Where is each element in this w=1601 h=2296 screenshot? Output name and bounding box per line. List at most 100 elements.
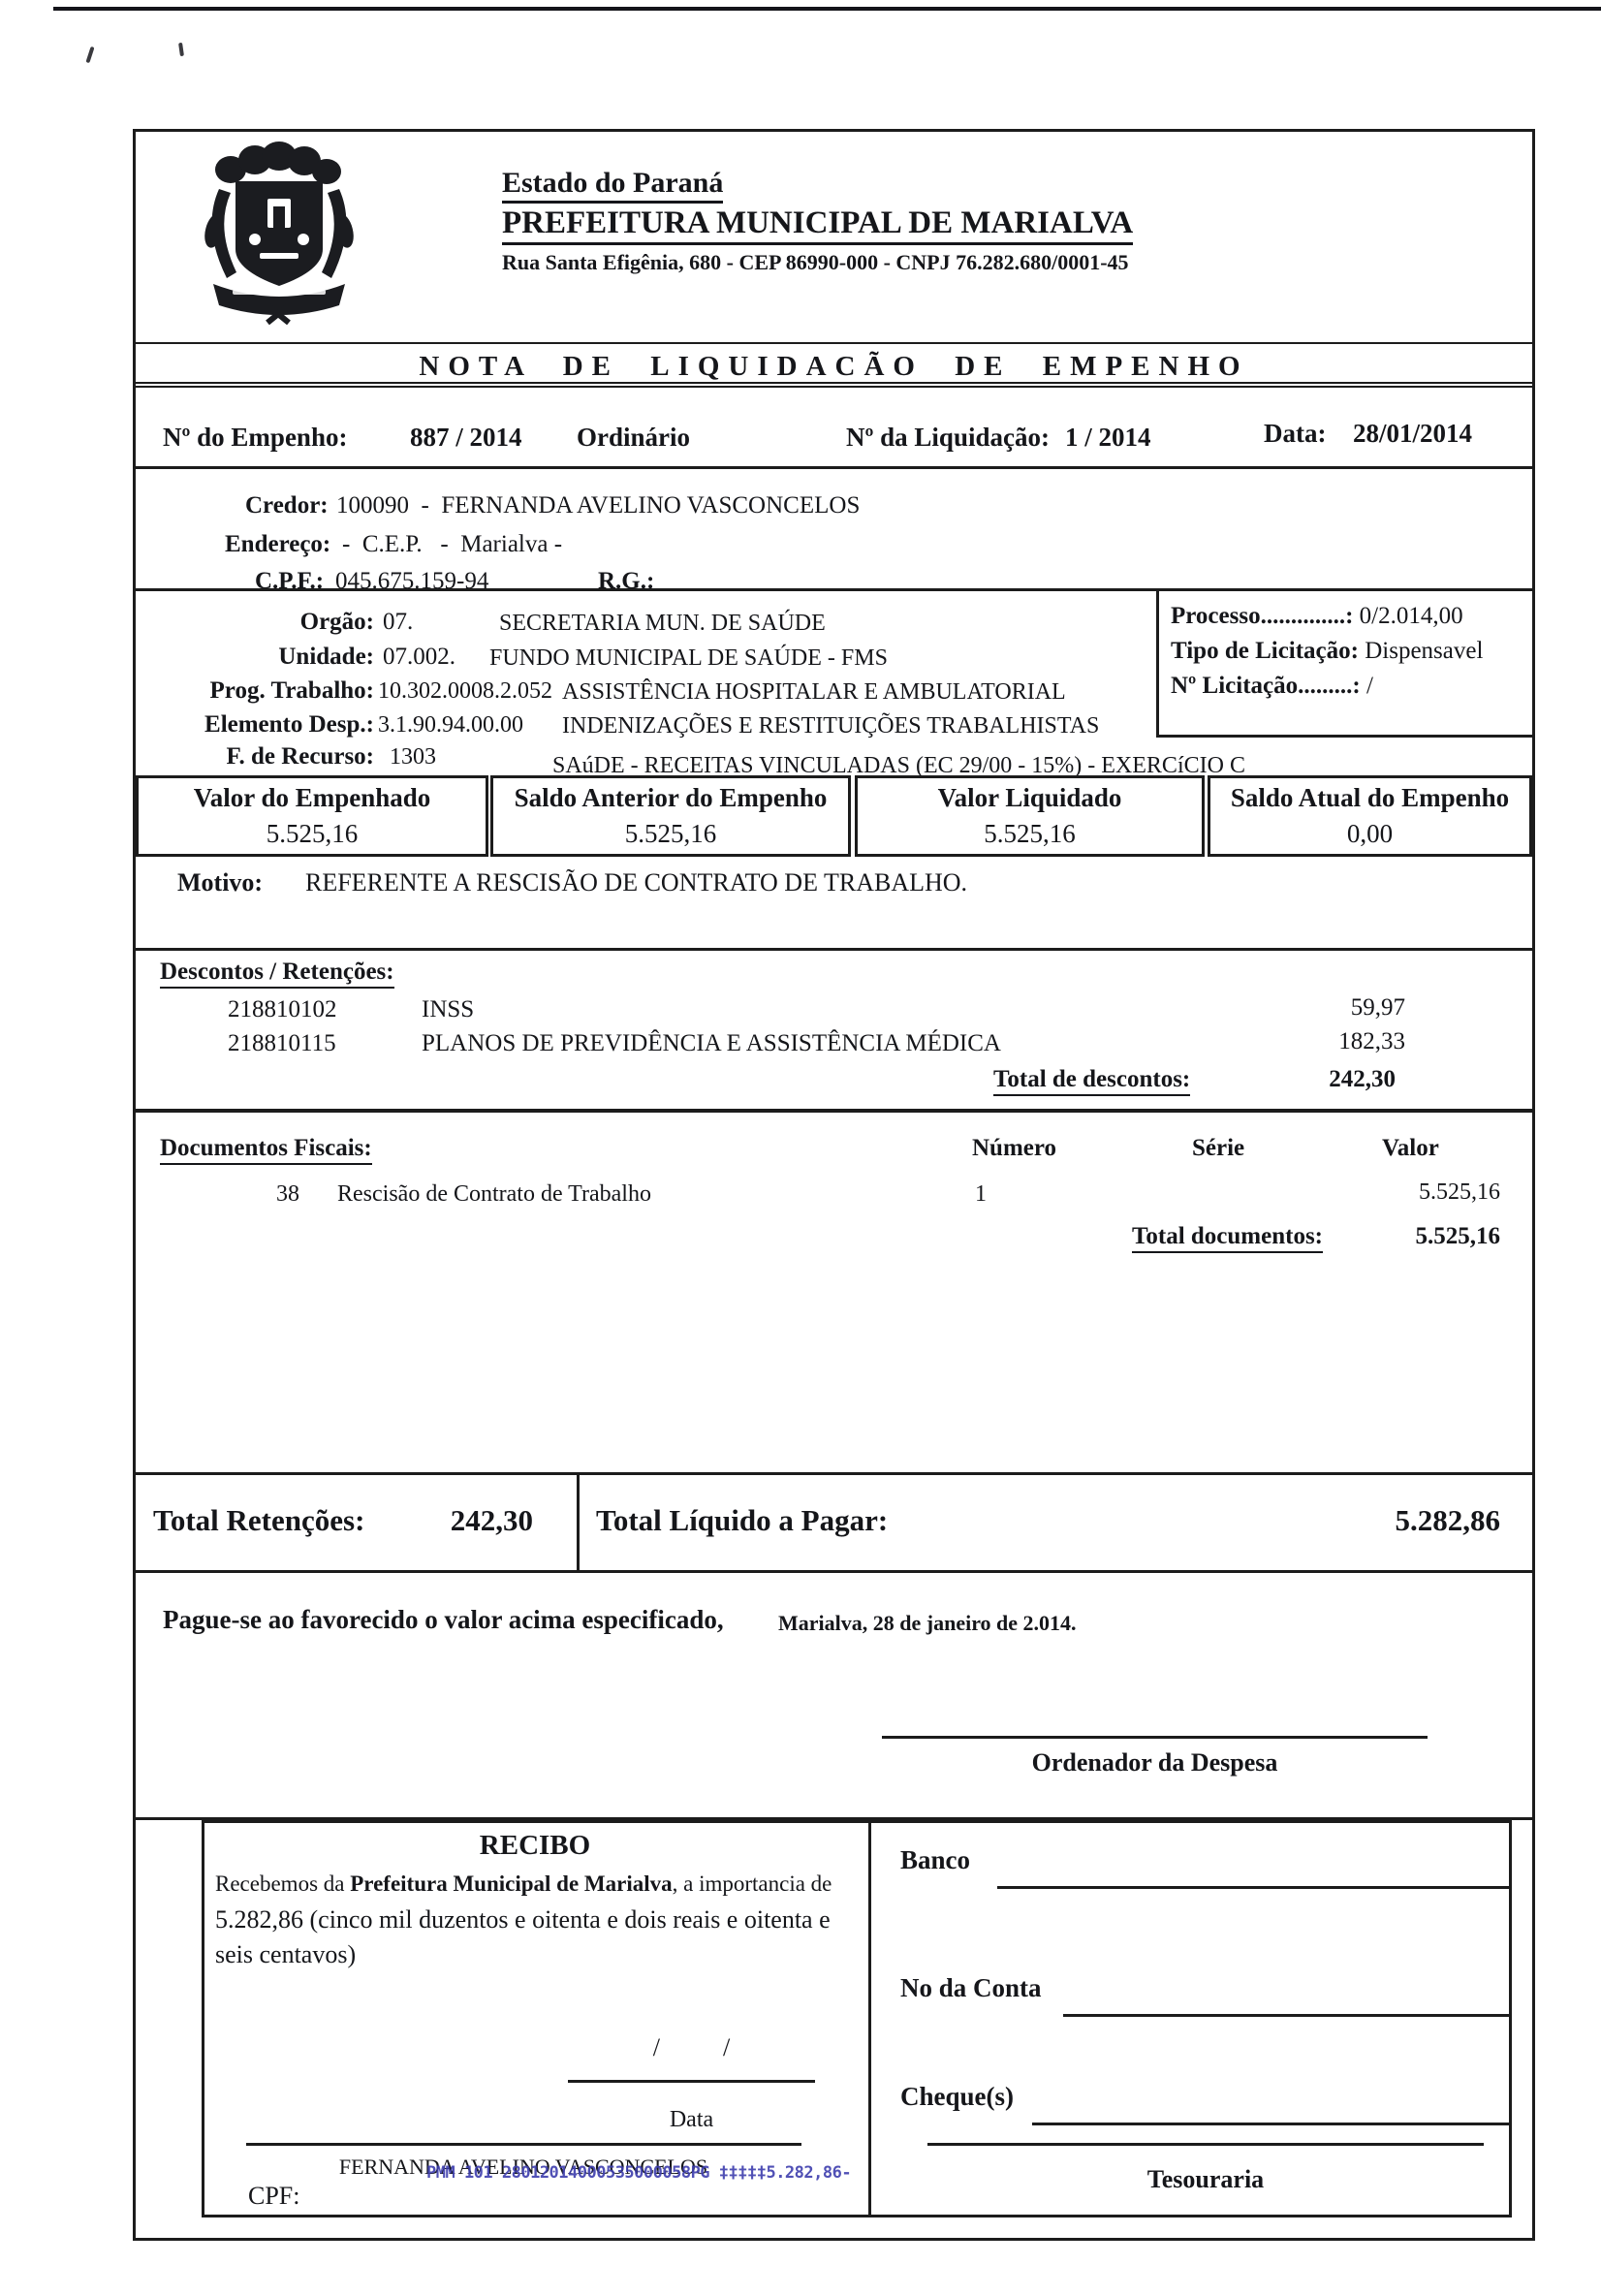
processo-label: Processo..............: xyxy=(1171,603,1354,629)
municipality-name: PREFEITURA MUNICIPAL DE MARIALVA xyxy=(502,205,1134,245)
coat-of-arms-logo xyxy=(163,139,391,326)
divider xyxy=(136,1109,1532,1113)
orgao-desc: SECRETARIA MUN. DE SAÚDE xyxy=(499,611,826,636)
recibo-title: RECIBO xyxy=(479,1830,591,1861)
total-liquido-value: 5.282,86 xyxy=(1395,1503,1501,1537)
num-licitacao-label: Nº Licitação.........: xyxy=(1171,673,1361,699)
valor-liquidado-value: 5.525,16 xyxy=(984,818,1076,848)
documento-row-numero: 1 xyxy=(975,1181,987,1207)
banco-fill-line xyxy=(997,1886,1509,1889)
document-frame: Estado do Paraná PREFEITURA MUNICIPAL DE… xyxy=(133,129,1535,2241)
divider xyxy=(136,588,1532,591)
payment-machine-stamp: PMM 101 28012014000535000058PG ‡‡‡‡‡5.28… xyxy=(426,2163,852,2183)
tipo-licitacao-value: Dispensavel xyxy=(1365,638,1484,664)
processo-row: Processo..............: 0/2.014,00 xyxy=(1171,603,1463,630)
empenho-number-label: Nº do Empenho: xyxy=(163,423,348,452)
desconto-row-desc: PLANOS DE PREVIDÊNCIA E ASSISTÊNCIA MÉDI… xyxy=(422,1030,1001,1056)
cheques-fill-line xyxy=(1032,2123,1509,2125)
recibo-line1-prefix: Recebemos da xyxy=(215,1871,351,1896)
documento-row-valor: 5.525,16 xyxy=(1419,1179,1500,1205)
total-retencoes-label: Total Retenções: xyxy=(153,1503,365,1537)
payee-signature-line xyxy=(246,2143,801,2146)
scan-artifact-mark xyxy=(85,46,95,64)
orgao-code: 07. xyxy=(383,609,414,635)
motivo-label: Motivo: xyxy=(177,868,264,896)
saldo-atual-value: 0,00 xyxy=(1346,818,1394,848)
valor-empenhado-value: 5.525,16 xyxy=(266,818,359,848)
state-name: Estado do Paraná xyxy=(502,167,724,204)
credor-value: 100090 - FERNANDA AVELINO VASCONCELOS xyxy=(336,492,861,519)
endereco-label: Endereço: xyxy=(225,531,331,557)
tesouraria-signature-line xyxy=(927,2143,1484,2146)
saldo-anterior-value: 5.525,16 xyxy=(624,818,717,848)
liquidacao-number-value: 1 / 2014 xyxy=(1065,423,1151,452)
tesouraria-label: Tesouraria xyxy=(1146,2165,1265,2193)
total-retencoes-value: 242,30 xyxy=(450,1503,533,1537)
documentos-col-numero: Número xyxy=(972,1135,1057,1161)
processo-box xyxy=(1156,588,1532,738)
desconto-row-value: 182,33 xyxy=(1338,1028,1405,1054)
total-descontos-value: 242,30 xyxy=(1329,1066,1396,1092)
prog-trabalho-desc: ASSISTÊNCIA HOSPITALAR E AMBULATORIAL xyxy=(562,679,1066,705)
elemento-desp-label: Elemento Desp.: xyxy=(204,711,374,738)
divider xyxy=(136,466,1532,469)
total-liquido-label: Total Líquido a Pagar: xyxy=(596,1503,889,1537)
liquidacao-number-label: Nº da Liquidação: xyxy=(846,423,1050,452)
cheques-label: Cheque(s) xyxy=(900,2082,1015,2111)
processo-value: 0/2.014,00 xyxy=(1359,603,1463,629)
pague-se-text: Pague-se ao favorecido o valor acima esp… xyxy=(163,1605,724,1634)
valor-empenhado-header: Valor do Empenhado xyxy=(193,783,431,813)
recibo-date-label: Data xyxy=(669,2107,714,2132)
totais-box xyxy=(136,1472,1532,1573)
fonte-recurso-code: 1303 xyxy=(390,744,436,770)
recibo-line1-suffix: , a importancia de xyxy=(672,1871,832,1896)
unidade-label: Unidade: xyxy=(278,644,374,670)
documento-row-code: 38 xyxy=(276,1181,299,1207)
payee-name: FERNANDA AVELINO VASCONCELOS xyxy=(338,2154,708,2179)
saldo-anterior-header: Saldo Anterior do Empenho xyxy=(514,783,828,813)
elemento-desp-desc: INDENIZAÇÕES E RESTITUIÇÕES TRABALHISTAS xyxy=(562,713,1100,739)
recibo-line1-payer: Prefeitura Municipal de Marialva xyxy=(350,1871,673,1896)
motivo-text: REFERENTE A RESCISÃO DE CONTRATO DE TRAB… xyxy=(305,868,968,896)
num-licitacao-row: Nº Licitação.........: / xyxy=(1171,673,1373,700)
credor-label: Credor: xyxy=(245,492,329,519)
documentos-col-valor: Valor xyxy=(1382,1135,1439,1161)
total-descontos-label: Total de descontos: xyxy=(993,1066,1191,1096)
date-value: 28/01/2014 xyxy=(1353,419,1473,448)
documentos-col-serie: Série xyxy=(1192,1135,1245,1161)
desconto-row-value: 59,97 xyxy=(1350,994,1405,1021)
scan-artifact-mark xyxy=(178,42,184,57)
saldo-atual-header: Saldo Atual do Empenho xyxy=(1230,783,1510,813)
elemento-desp-code: 3.1.90.94.00.00 xyxy=(378,712,523,738)
pague-se-box xyxy=(136,1573,1532,1820)
endereco-value: - C.E.P. - Marialva - xyxy=(342,531,563,557)
descontos-title: Descontos / Retenções: xyxy=(160,959,394,989)
ordenador-signature-line xyxy=(882,1736,1428,1739)
tipo-licitacao-label: Tipo de Licitação: xyxy=(1171,638,1359,664)
motivo-box xyxy=(136,854,1532,951)
saldo-atual-cell: Saldo Atual do Empenho 0,00 xyxy=(1208,775,1532,857)
recibo-pagamento-box xyxy=(202,1820,1512,2217)
ordenador-label: Ordenador da Despesa xyxy=(1031,1748,1278,1777)
valor-empenhado-cell: Valor do Empenhado 5.525,16 xyxy=(136,775,488,857)
conta-label: No da Conta xyxy=(900,1973,1042,2002)
total-documentos-label: Total documentos: xyxy=(1132,1223,1324,1253)
municipality-address: Rua Santa Efigênia, 680 - CEP 86990-000 … xyxy=(502,250,1129,274)
recibo-amount-text: 5.282,86 (cinco mil duzentos e oitenta e… xyxy=(215,1905,831,1968)
document-title: NOTA DE LIQUIDACÃO DE EMPENHO xyxy=(136,342,1532,388)
desconto-row-desc: INSS xyxy=(422,996,475,1022)
recibo-date-slashes: / / xyxy=(652,2033,731,2061)
recibo-date-line xyxy=(568,2080,815,2083)
empenho-number-value: 887 / 2014 xyxy=(410,423,522,452)
orgao-label: Orgão: xyxy=(299,609,374,635)
unidade-desc: FUNDO MUNICIPAL DE SAÚDE - FMS xyxy=(489,645,888,671)
recibo-line1: Recebemos da Prefeitura Municipal de Mar… xyxy=(215,1871,855,1897)
unidade-code: 07.002. xyxy=(383,644,455,670)
num-licitacao-value: / xyxy=(1366,673,1373,699)
scan-artifact-top-line xyxy=(53,7,1601,11)
conta-fill-line xyxy=(1063,2014,1509,2017)
date-label: Data: xyxy=(1264,419,1327,448)
prog-trabalho-label: Prog. Trabalho: xyxy=(209,677,374,704)
totais-divider xyxy=(577,1472,580,1573)
valor-liquidado-header: Valor Liquidado xyxy=(937,783,1122,813)
